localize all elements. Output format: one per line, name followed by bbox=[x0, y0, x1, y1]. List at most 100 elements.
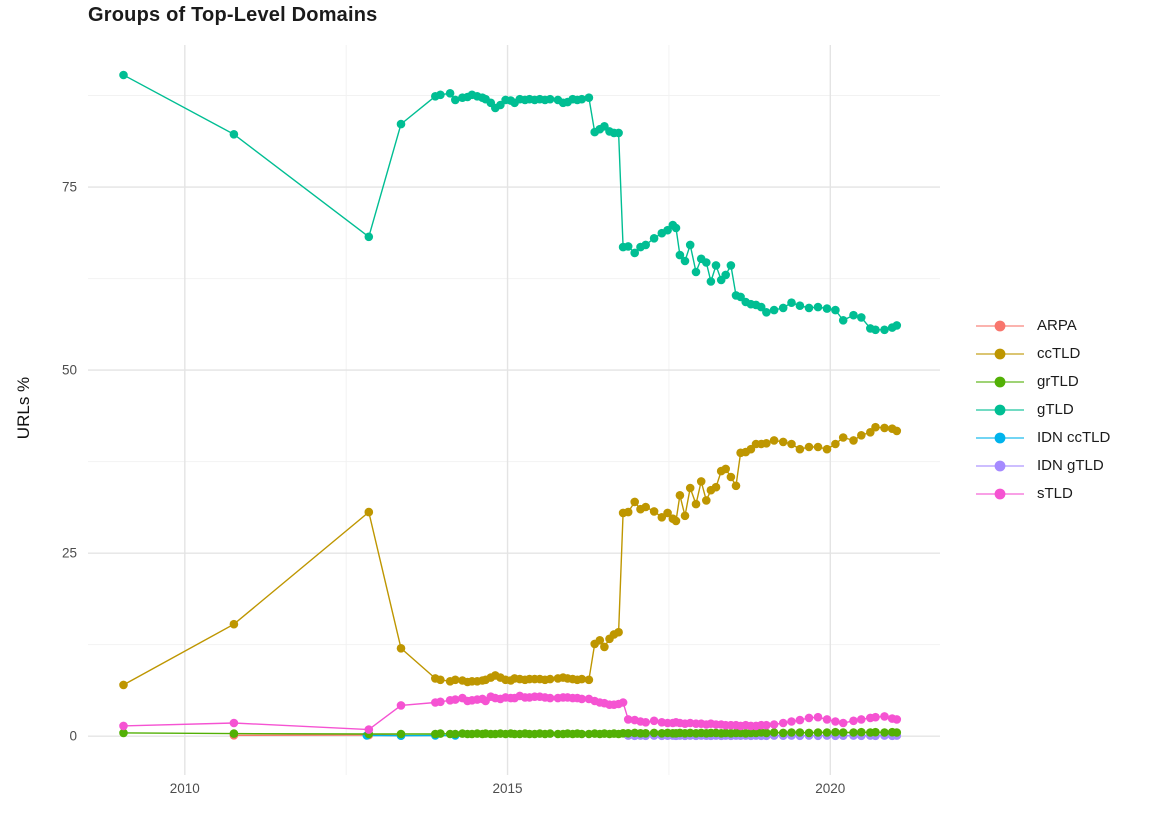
data-point bbox=[871, 712, 880, 722]
data-point bbox=[787, 717, 796, 726]
data-point bbox=[804, 728, 814, 738]
data-point bbox=[831, 717, 840, 726]
data-point bbox=[451, 695, 460, 704]
data-point bbox=[769, 305, 779, 315]
data-point bbox=[119, 70, 128, 80]
legend-key-icon bbox=[976, 404, 1024, 415]
data-point bbox=[871, 727, 880, 737]
data-point bbox=[396, 701, 406, 710]
data-point bbox=[675, 250, 685, 260]
data-point bbox=[119, 721, 128, 731]
y-tick-label: 0 bbox=[69, 729, 77, 744]
data-point bbox=[229, 718, 239, 728]
x-tick-label: 2010 bbox=[170, 781, 200, 796]
data-point bbox=[630, 497, 639, 507]
x-tick-label: 2020 bbox=[815, 781, 845, 796]
data-point bbox=[680, 511, 690, 521]
data-point bbox=[813, 302, 823, 312]
legend-label: sTLD bbox=[1037, 485, 1073, 502]
data-point bbox=[577, 694, 587, 704]
data-point bbox=[721, 270, 730, 280]
data-point bbox=[396, 644, 406, 653]
data-point bbox=[623, 242, 633, 251]
legend-key-icon bbox=[976, 460, 1024, 471]
data-point bbox=[671, 223, 681, 233]
data-point bbox=[726, 472, 736, 482]
data-point bbox=[871, 422, 880, 432]
data-point bbox=[880, 712, 889, 721]
data-point bbox=[641, 502, 650, 512]
data-point bbox=[618, 698, 628, 707]
data-point bbox=[838, 718, 848, 728]
legend-item-gtld: gTLD bbox=[974, 400, 1110, 419]
data-point bbox=[769, 728, 779, 737]
data-point bbox=[711, 261, 721, 270]
data-point bbox=[892, 321, 902, 330]
data-point bbox=[762, 308, 771, 317]
data-point bbox=[396, 729, 406, 739]
data-point bbox=[545, 94, 555, 104]
data-point bbox=[119, 728, 128, 738]
data-point bbox=[649, 716, 659, 726]
data-point bbox=[584, 675, 594, 685]
data-point bbox=[726, 261, 736, 270]
data-point bbox=[396, 119, 406, 129]
data-point bbox=[804, 442, 814, 452]
data-point bbox=[641, 718, 650, 727]
series-line-cctld bbox=[123, 426, 898, 686]
data-point bbox=[680, 256, 690, 266]
data-point bbox=[595, 636, 605, 645]
data-point bbox=[762, 720, 771, 730]
data-point bbox=[436, 675, 445, 685]
data-point bbox=[769, 720, 779, 729]
data-point bbox=[778, 303, 788, 313]
data-point bbox=[641, 240, 650, 250]
data-point bbox=[795, 728, 805, 737]
data-point bbox=[813, 712, 823, 722]
legend-label: ccTLD bbox=[1037, 345, 1081, 362]
data-point bbox=[545, 674, 555, 684]
data-point bbox=[545, 729, 555, 738]
data-point bbox=[849, 728, 858, 737]
legend-label: gTLD bbox=[1037, 401, 1074, 418]
data-point bbox=[880, 728, 889, 737]
data-point bbox=[577, 729, 587, 739]
data-point bbox=[702, 496, 711, 505]
data-point bbox=[849, 310, 858, 320]
data-point bbox=[795, 301, 805, 311]
data-point bbox=[436, 697, 445, 707]
y-tick-label: 25 bbox=[62, 546, 77, 561]
legend-label: grTLD bbox=[1037, 373, 1079, 390]
data-point bbox=[762, 728, 771, 738]
data-point bbox=[892, 426, 902, 436]
data-point bbox=[649, 507, 659, 516]
legend-item-grtld: grTLD bbox=[974, 372, 1110, 391]
data-point bbox=[857, 431, 866, 440]
data-point bbox=[614, 627, 623, 637]
data-point bbox=[545, 693, 555, 703]
data-point bbox=[822, 444, 832, 454]
data-point bbox=[711, 482, 721, 492]
data-point bbox=[706, 277, 716, 286]
data-point bbox=[623, 729, 633, 738]
legend-label: IDN ccTLD bbox=[1037, 429, 1111, 446]
data-point bbox=[229, 619, 239, 629]
data-point bbox=[787, 728, 796, 737]
data-point bbox=[119, 680, 128, 690]
data-point bbox=[649, 728, 659, 738]
data-point bbox=[831, 727, 840, 737]
legend: ARPA ccTLD grTLD gTLD IDN ccTLD IDN gTLD sTLD bbox=[974, 316, 1110, 503]
chart-title: Groups of Top-Level Domains bbox=[88, 4, 378, 26]
data-point bbox=[795, 444, 805, 454]
data-point bbox=[822, 715, 832, 724]
legend-item-idn-gtld: IDN gTLD bbox=[974, 456, 1110, 475]
legend-item-stld: sTLD bbox=[974, 484, 1110, 503]
data-point bbox=[229, 729, 239, 738]
data-point bbox=[762, 439, 771, 448]
data-point bbox=[804, 713, 814, 723]
data-point bbox=[577, 674, 587, 684]
data-point bbox=[731, 481, 741, 491]
data-point bbox=[769, 436, 779, 445]
data-point bbox=[778, 437, 788, 447]
